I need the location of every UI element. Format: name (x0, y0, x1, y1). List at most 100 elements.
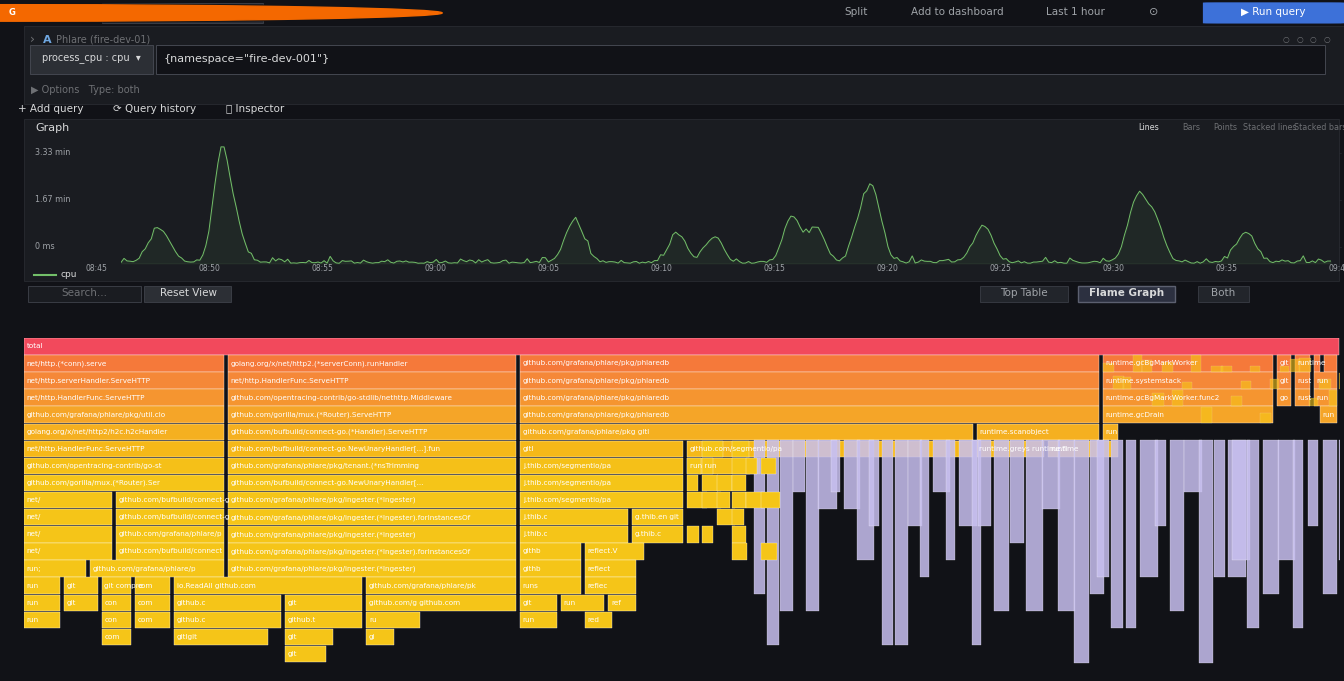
Bar (972, 441, 981, 646)
Text: Lines: Lines (1138, 123, 1160, 132)
Text: run: run (27, 600, 39, 605)
Text: github.com/grafana/phlare/pkg/util.clo: github.com/grafana/phlare/pkg/util.clo (27, 412, 165, 417)
Bar (1122, 377, 1130, 389)
Bar (1103, 424, 1118, 440)
Text: net/: net/ (27, 548, 42, 554)
Text: gitl: gitl (523, 446, 535, 452)
Bar (1313, 355, 1320, 372)
Bar (24, 424, 224, 440)
Bar (731, 441, 749, 457)
Text: golang.org/x/net/http2/h2c.h2cHandler: golang.org/x/net/http2/h2c.h2cHandler (27, 429, 168, 434)
Text: runtime.systemstack: runtime.systemstack (1106, 377, 1181, 383)
Bar (895, 441, 909, 646)
Bar (1211, 366, 1223, 372)
Text: 08:55: 08:55 (312, 264, 333, 273)
Bar (367, 612, 421, 628)
Bar (1277, 390, 1292, 406)
Bar (1277, 373, 1292, 389)
Bar (228, 390, 516, 406)
Bar (1241, 381, 1251, 389)
Text: Bars: Bars (1181, 123, 1200, 132)
Text: github.c: github.c (177, 600, 207, 605)
Bar (1199, 441, 1214, 663)
Bar (1097, 441, 1109, 577)
Bar (24, 355, 224, 372)
Bar (1318, 379, 1331, 389)
Bar (1113, 377, 1124, 389)
Bar (731, 475, 746, 491)
Text: Reset View: Reset View (160, 289, 216, 298)
Text: run run: run run (689, 463, 716, 469)
Bar (831, 441, 840, 492)
Bar (1300, 358, 1310, 372)
Text: github.com/bufbuild/connect-go.(*Handler).ServeHTTP: github.com/bufbuild/connect-go.(*Handler… (231, 428, 429, 435)
Text: 09:35: 09:35 (1216, 264, 1238, 273)
Text: process_cpu : cpu  ▾: process_cpu : cpu ▾ (42, 54, 141, 64)
Text: 09:25: 09:25 (991, 264, 1012, 273)
Text: ○: ○ (1310, 35, 1316, 44)
Bar (228, 543, 516, 560)
Text: github.com/grafana/phlare/pkg/phlaredb: github.com/grafana/phlare/pkg/phlaredb (523, 360, 671, 366)
Bar (761, 543, 777, 560)
Bar (702, 526, 712, 543)
Bar (687, 492, 707, 508)
Bar (761, 492, 780, 508)
Bar (90, 560, 224, 577)
Text: j.thib.com/segmentio/pa: j.thib.com/segmentio/pa (523, 497, 612, 503)
Bar (978, 441, 991, 526)
Bar (102, 595, 130, 611)
Bar (1011, 441, 1024, 543)
Text: Split: Split (844, 7, 867, 18)
Bar (1339, 441, 1344, 560)
Text: cpu: cpu (60, 270, 77, 279)
Bar (870, 441, 879, 526)
Bar (117, 492, 224, 508)
Circle shape (0, 4, 482, 22)
Text: ref: ref (612, 600, 621, 605)
Text: git: git (288, 634, 297, 640)
Text: github.com/grafana/phlare/pkg/phlaredb: github.com/grafana/phlare/pkg/phlaredb (523, 377, 671, 383)
Text: golang.org/x/net/http2.(*serverConn).runHandler: golang.org/x/net/http2.(*serverConn).run… (231, 360, 409, 366)
Bar (24, 338, 1339, 355)
Bar (102, 3, 263, 22)
Bar (117, 509, 224, 526)
Text: 08:45: 08:45 (86, 264, 108, 273)
Text: 09:15: 09:15 (763, 264, 786, 273)
Text: Stacked bars: Stacked bars (1293, 123, 1344, 132)
Text: reflect.V: reflect.V (587, 548, 618, 554)
Bar (1048, 441, 1118, 457)
Text: ⇌: ⇌ (91, 7, 99, 18)
Bar (1103, 407, 1273, 423)
Bar (228, 458, 516, 474)
Text: Phlare (fire-dev-01): Phlare (fire-dev-01) (125, 7, 226, 18)
Bar (731, 492, 746, 508)
Bar (609, 595, 636, 611)
Bar (175, 612, 281, 628)
Bar (1103, 390, 1273, 406)
Bar (30, 44, 153, 74)
Bar (1169, 441, 1184, 612)
Bar (687, 458, 700, 474)
Bar (560, 595, 605, 611)
Bar (761, 458, 775, 474)
Bar (1277, 355, 1292, 372)
Text: ○: ○ (1284, 35, 1289, 44)
Text: ▶ Run query: ▶ Run query (1241, 7, 1305, 18)
Bar (228, 509, 516, 526)
Bar (24, 390, 224, 406)
Text: net/: net/ (27, 514, 42, 520)
Bar (520, 543, 581, 560)
Bar (228, 407, 516, 423)
Text: run: run (523, 617, 535, 623)
Bar (731, 543, 747, 560)
Text: A: A (43, 35, 51, 45)
Text: git: git (1279, 377, 1289, 383)
Bar (1324, 355, 1337, 372)
Bar (24, 526, 113, 543)
Text: ⓘ Inspector: ⓘ Inspector (226, 104, 285, 114)
Bar (1111, 441, 1122, 629)
Bar (702, 475, 719, 491)
Bar (102, 577, 130, 594)
Bar (228, 441, 516, 457)
Bar (921, 441, 929, 577)
